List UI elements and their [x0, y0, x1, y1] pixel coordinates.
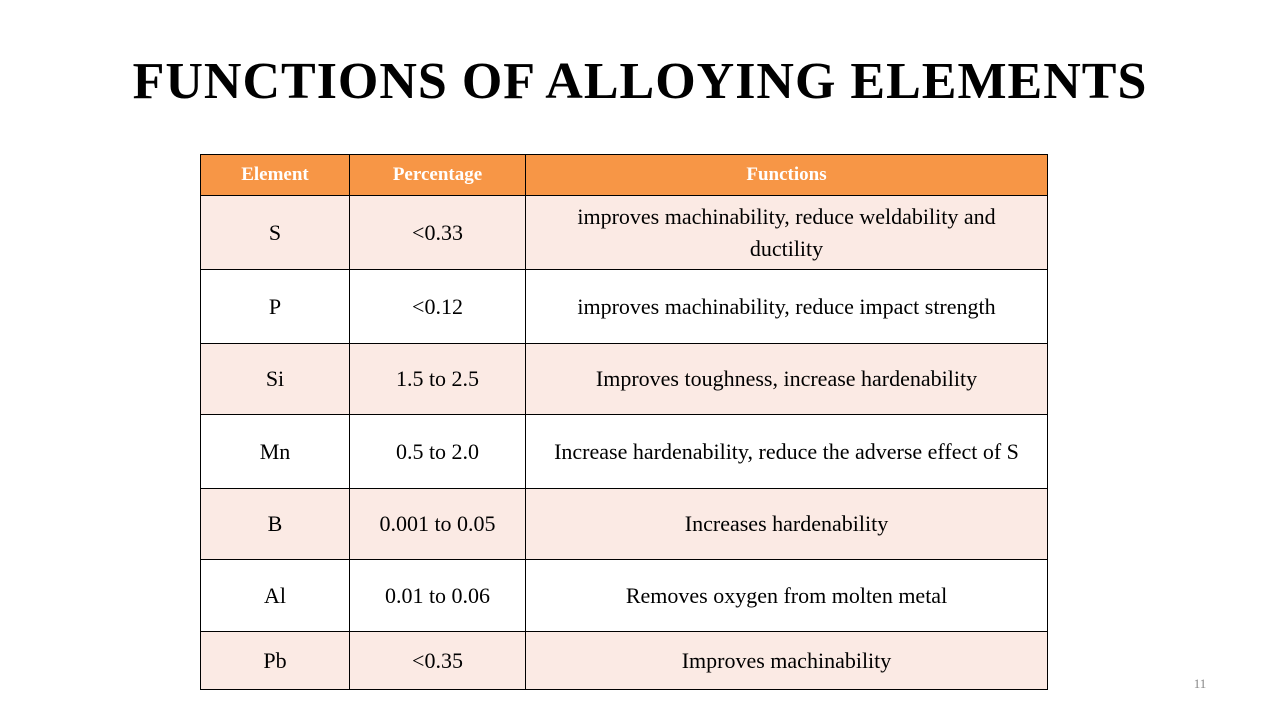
table-cell: Removes oxygen from molten metal	[525, 559, 1048, 632]
table-row: S <0.33 improves machinability, reduce wel…	[200, 195, 1048, 270]
table-row: Pb <0.35 Improves machinability	[200, 631, 1048, 690]
table-cell: P	[200, 269, 350, 344]
table-cell: Al	[200, 559, 350, 632]
column-header: Functions	[525, 154, 1048, 196]
table-row: Mn 0.5 to 2.0 Increase hardenability, redu…	[200, 414, 1048, 489]
table-cell: <0.33	[349, 195, 526, 270]
table-cell: Pb	[200, 631, 350, 690]
table-cell: 1.5 to 2.5	[349, 343, 526, 415]
table-cell: <0.12	[349, 269, 526, 344]
table-cell: S	[200, 195, 350, 270]
table-row: P <0.12 improves machinability, reduce imp…	[200, 269, 1048, 344]
table-cell: 0.5 to 2.0	[349, 414, 526, 489]
table-cell: improves machinability, reduce impact st…	[525, 269, 1048, 344]
table-body: S <0.33 improves machinability, reduce wel…	[200, 195, 1048, 690]
table-cell: 0.01 to 0.06	[349, 559, 526, 632]
slide-title: FUNCTIONS OF ALLOYING ELEMENTS	[132, 53, 1148, 110]
table-cell: <0.35	[349, 631, 526, 690]
table-row: B 0.001 to 0.05 Increases hardenability	[200, 488, 1048, 560]
table-cell: Mn	[200, 414, 350, 489]
table-cell: Improves machinability	[525, 631, 1048, 690]
column-header: Element	[200, 154, 350, 196]
table-cell: Increase hardenability, reduce the adver…	[525, 414, 1048, 489]
table-cell: Si	[200, 343, 350, 415]
table-cell: 0.001 to 0.05	[349, 488, 526, 560]
alloy-table: Element Percentage Functions S <0.33 improve…	[200, 154, 1048, 690]
table-row: Si 1.5 to 2.5 Improves toughness, increase…	[200, 343, 1048, 415]
table-cell: Improves toughness, increase hardenabili…	[525, 343, 1048, 415]
header-row: Element Percentage Functions	[200, 154, 1048, 196]
table-cell: Increases hardenability	[525, 488, 1048, 560]
table-row: Al 0.01 to 0.06 Removes oxygen from molten…	[200, 559, 1048, 632]
table-head: Element Percentage Functions	[200, 154, 1048, 196]
table-cell: B	[200, 488, 350, 560]
page-number: 11	[1193, 676, 1207, 691]
table-cell: improves machinability, reduce weldabili…	[525, 195, 1048, 270]
column-header: Percentage	[349, 154, 526, 196]
